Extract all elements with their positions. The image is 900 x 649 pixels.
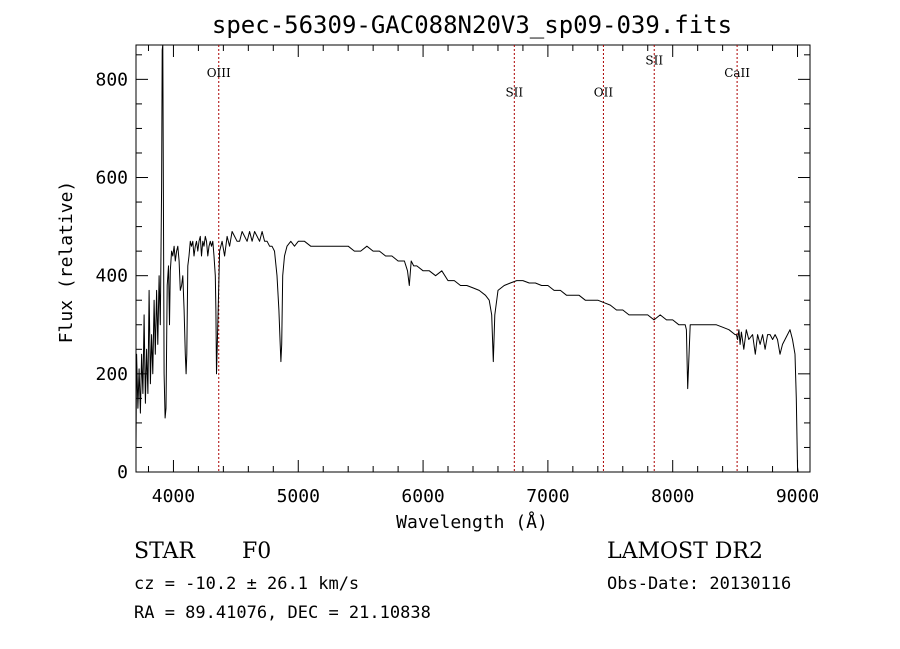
x-axis-label: Wavelength (Å) [396, 511, 548, 533]
emission-line-label: SII [505, 86, 523, 100]
observation-date: Obs-Date: 20130116 [607, 574, 792, 594]
y-axis-label: Flux (relative) [56, 181, 77, 344]
x-tick-label: 5000 [277, 486, 320, 507]
x-tick-label: 7000 [526, 486, 569, 507]
object-class: STAR [134, 539, 195, 564]
x-tick-label: 6000 [401, 486, 444, 507]
survey-name: LAMOST DR2 [607, 539, 763, 564]
y-tick-label: 0 [117, 462, 128, 483]
x-tick-label: 8000 [651, 486, 694, 507]
x-tick-label: 9000 [776, 486, 819, 507]
sky-coordinates: RA = 89.41076, DEC = 21.10838 [134, 603, 431, 623]
y-tick-label: 200 [95, 364, 128, 385]
emission-line-label: SII [645, 54, 663, 68]
plot-frame [135, 44, 811, 473]
y-tick-label: 400 [95, 266, 128, 287]
plot-area: 4000 5000 6000 7000 8000 9000 0 200 400 600 800 OII… [95, 44, 819, 507]
spectrum-series-line [136, 45, 799, 472]
spectral-subclass: F0 [242, 539, 272, 564]
emission-line-label: OII [594, 86, 614, 100]
redshift-velocity: cz = -10.2 ± 26.1 km/s [134, 574, 360, 594]
x-tick-label: 4000 [152, 486, 195, 507]
emission-line-label: CaII [724, 66, 750, 80]
y-tick-label: 800 [95, 69, 128, 90]
y-tick-label: 600 [95, 168, 128, 189]
emission-line-label: OIII [207, 66, 231, 80]
chart-title: spec-56309-GAC088N20V3_sp09-039.fits [212, 11, 732, 39]
